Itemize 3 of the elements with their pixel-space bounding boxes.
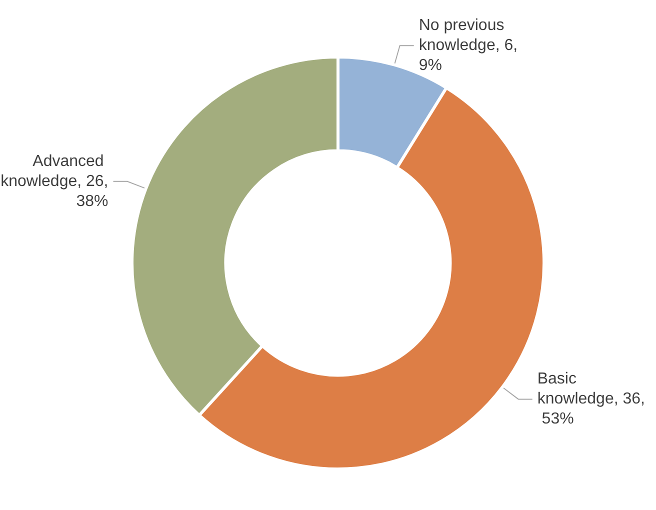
slice-label: Advanced knowledge, 26, 38% — [0, 152, 108, 210]
slice-label: Basic knowledge, 36, 53% — [537, 370, 645, 428]
slice-label: No previous knowledge, 6, 9% — [418, 17, 522, 74]
